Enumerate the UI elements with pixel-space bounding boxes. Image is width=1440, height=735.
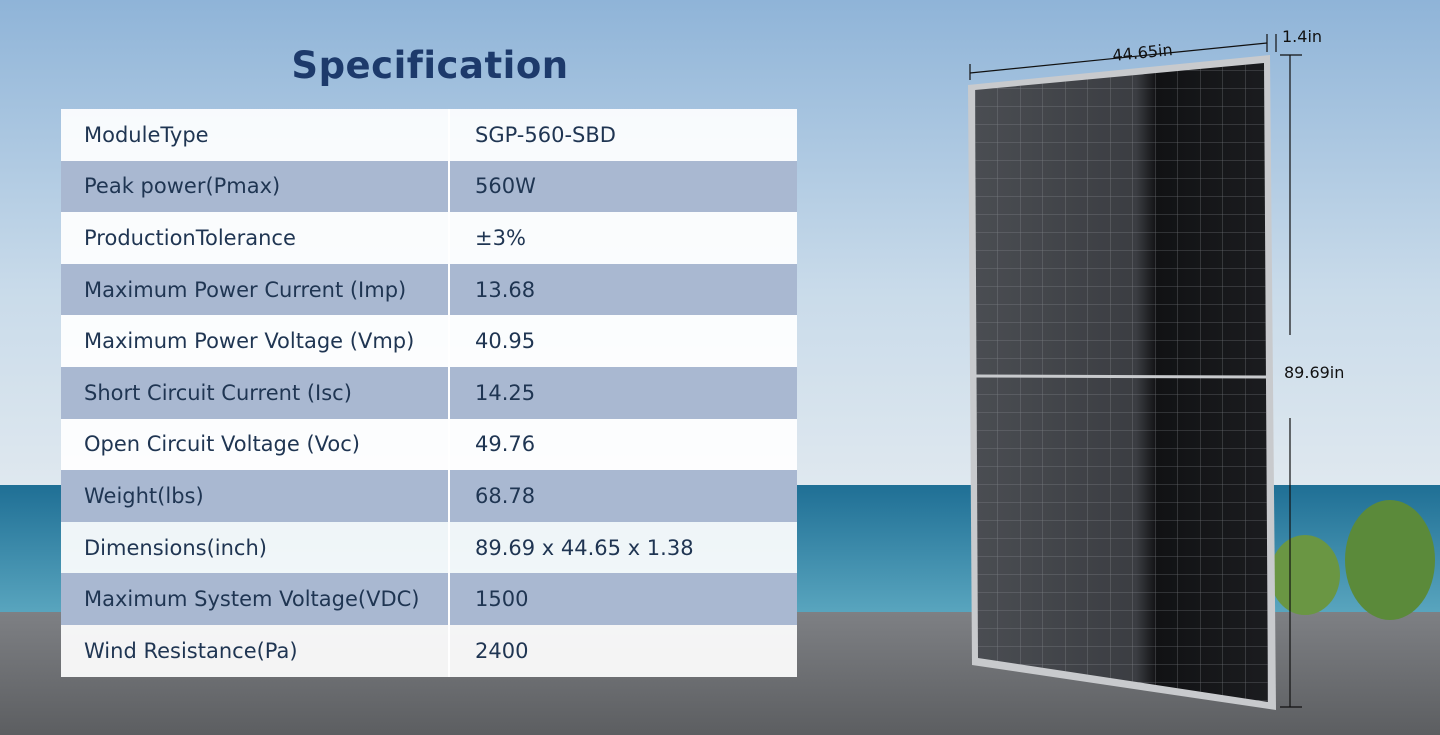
spec-value: 13.68 xyxy=(475,277,536,302)
tree xyxy=(1345,500,1435,620)
spec-value: ±3% xyxy=(475,225,526,250)
spec-name: Maximum System Voltage(VDC) xyxy=(61,573,450,625)
tree xyxy=(1270,535,1340,615)
table-row: ModuleType SGP-560-SBD xyxy=(61,109,797,161)
spec-value: 68.78 xyxy=(475,483,536,508)
table-row: Dimensions(inch) 89.69 x 44.65 x 1.38 xyxy=(61,521,797,574)
title: Specification xyxy=(291,44,569,87)
spec-value: 560W xyxy=(475,174,536,199)
table-row: Open Circuit Voltage (Voc) 49.76 xyxy=(61,418,797,471)
spec-name: ProductionTolerance xyxy=(61,212,450,264)
spec-value: 40.95 xyxy=(475,329,536,354)
spec-name: Short Circuit Current (Isc) xyxy=(61,366,450,419)
spec-value: 1500 xyxy=(475,587,529,612)
spec-value: 14.25 xyxy=(475,380,536,405)
table-row: Short Circuit Current (Isc) 14.25 xyxy=(61,366,797,419)
dimension-lines xyxy=(969,34,1302,708)
table-row: Maximum System Voltage(VDC) 1500 xyxy=(61,573,797,625)
spec-name: Weight(lbs) xyxy=(61,470,450,522)
table-row: Wind Resistance(Pa) 2400 xyxy=(61,624,797,677)
spec-value: 89.69 x 44.65 x 1.38 xyxy=(475,535,694,560)
spec-name: ModuleType xyxy=(61,109,450,161)
panel-divider xyxy=(975,374,1267,379)
spec-name: Wind Resistance(Pa) xyxy=(61,624,450,677)
height-label: 89.69in xyxy=(1284,363,1344,382)
spec-name: Dimensions(inch) xyxy=(61,521,450,574)
table-row: Weight(lbs) 68.78 xyxy=(61,470,797,522)
spec-name: Maximum Power Voltage (Vmp) xyxy=(61,315,450,367)
panel-grid xyxy=(975,63,1268,702)
depth-label: 1.4in xyxy=(1282,27,1322,46)
table-row: ProductionTolerance ±3% xyxy=(61,212,797,264)
table-row: Maximum Power Current (Imp) 13.68 xyxy=(61,263,797,316)
spec-value: 2400 xyxy=(475,638,529,663)
spec-value: 49.76 xyxy=(475,432,536,457)
table-row: Maximum Power Voltage (Vmp) 40.95 xyxy=(61,315,797,367)
spec-name: Peak power(Pmax) xyxy=(61,160,450,213)
spec-value: SGP-560-SBD xyxy=(475,122,616,147)
spec-name: Open Circuit Voltage (Voc) xyxy=(61,418,450,471)
table-row: Peak power(Pmax) 560W xyxy=(61,160,797,213)
spec-name: Maximum Power Current (Imp) xyxy=(61,263,450,316)
spec-table: ModuleType SGP-560-SBD Peak power(Pmax) 560… xyxy=(61,109,797,677)
